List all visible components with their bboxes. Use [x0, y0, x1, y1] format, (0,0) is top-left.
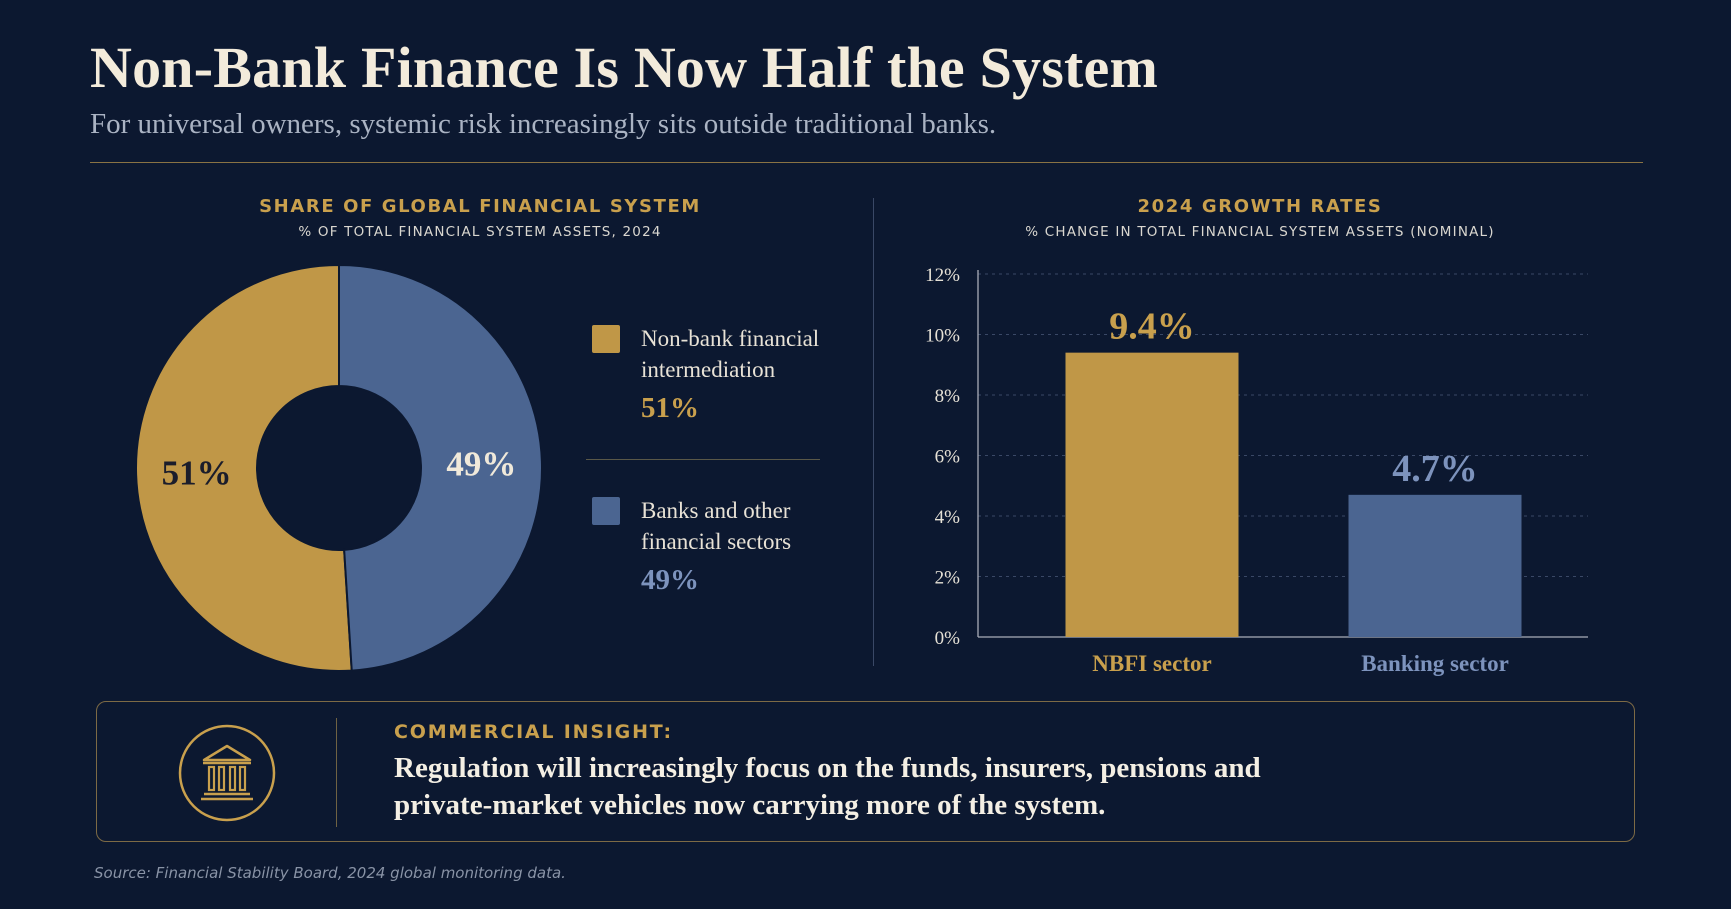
- source-note: Source: Financial Stability Board, 2024 …: [94, 864, 566, 882]
- legend-value-nbfi: 51%: [641, 392, 699, 424]
- header-rule: [90, 162, 1643, 163]
- page-title: Non-Bank Finance Is Now Half the System: [90, 35, 1158, 100]
- legend-label-nbfi: Non-bank financial intermediation: [641, 323, 819, 385]
- legend-label-nbfi-line2: intermediation: [641, 357, 776, 382]
- donut-label-banks: 49%: [446, 445, 516, 484]
- page-subtitle: For universal owners, systemic risk incr…: [90, 108, 997, 140]
- donut-panel-title: SHARE OF GLOBAL FINANCIAL SYSTEM: [259, 196, 701, 217]
- bar-panel-subtitle: % CHANGE IN TOTAL FINANCIAL SYSTEM ASSET…: [1025, 224, 1495, 240]
- legend-label-banks: Banks and other financial sectors: [641, 495, 791, 557]
- legend-swatch-banks: [592, 497, 620, 525]
- donut-slice-nbfi: [134, 263, 353, 672]
- bar-banking: [1348, 494, 1522, 637]
- bar-ytick-label-8: 8%: [935, 386, 961, 407]
- insight-kicker: COMMERCIAL INSIGHT:: [394, 721, 673, 743]
- panel-divider: [873, 198, 874, 666]
- bar-category-label-nbfi: NBFI sector: [1092, 651, 1211, 676]
- legend-value-banks: 49%: [641, 564, 699, 596]
- bar-ytick-label-10: 10%: [925, 326, 960, 347]
- bar-nbfi: [1065, 352, 1239, 637]
- legend-swatch-nbfi: [592, 325, 620, 353]
- donut-label-nbfi: 51%: [162, 453, 232, 492]
- bar-ytick-label-12: 12%: [925, 265, 960, 286]
- legend-label-banks-line1: Banks and other: [641, 498, 791, 523]
- bar-panel-title: 2024 GROWTH RATES: [1137, 196, 1383, 217]
- bar-ytick-label-4: 4%: [935, 507, 961, 528]
- insight-text-line2: private-market vehicles now carrying mor…: [394, 789, 1106, 821]
- legend-label-banks-line2: financial sectors: [641, 529, 792, 554]
- donut-slice-banks: [338, 263, 543, 672]
- bar-ytick-label-6: 6%: [935, 447, 961, 468]
- bar-data-label-nbfi: 9.4%: [1109, 306, 1195, 348]
- bar-ytick-label-0: 0%: [935, 628, 961, 649]
- bar-category-label-banking: Banking sector: [1361, 651, 1509, 676]
- legend-separator: [586, 459, 820, 460]
- insight-box: [96, 701, 1635, 842]
- insight-divider: [336, 718, 337, 827]
- donut-panel-subtitle: % OF TOTAL FINANCIAL SYSTEM ASSETS, 2024: [298, 224, 662, 240]
- insight-text-line1: Regulation will increasingly focus on th…: [394, 752, 1261, 784]
- insight-text: Regulation will increasingly focus on th…: [394, 750, 1594, 824]
- bar-ytick-label-2: 2%: [935, 568, 961, 589]
- bank-building-icon: [178, 724, 276, 822]
- bar-data-label-banking: 4.7%: [1392, 448, 1478, 490]
- legend-label-nbfi-line1: Non-bank financial: [641, 326, 820, 351]
